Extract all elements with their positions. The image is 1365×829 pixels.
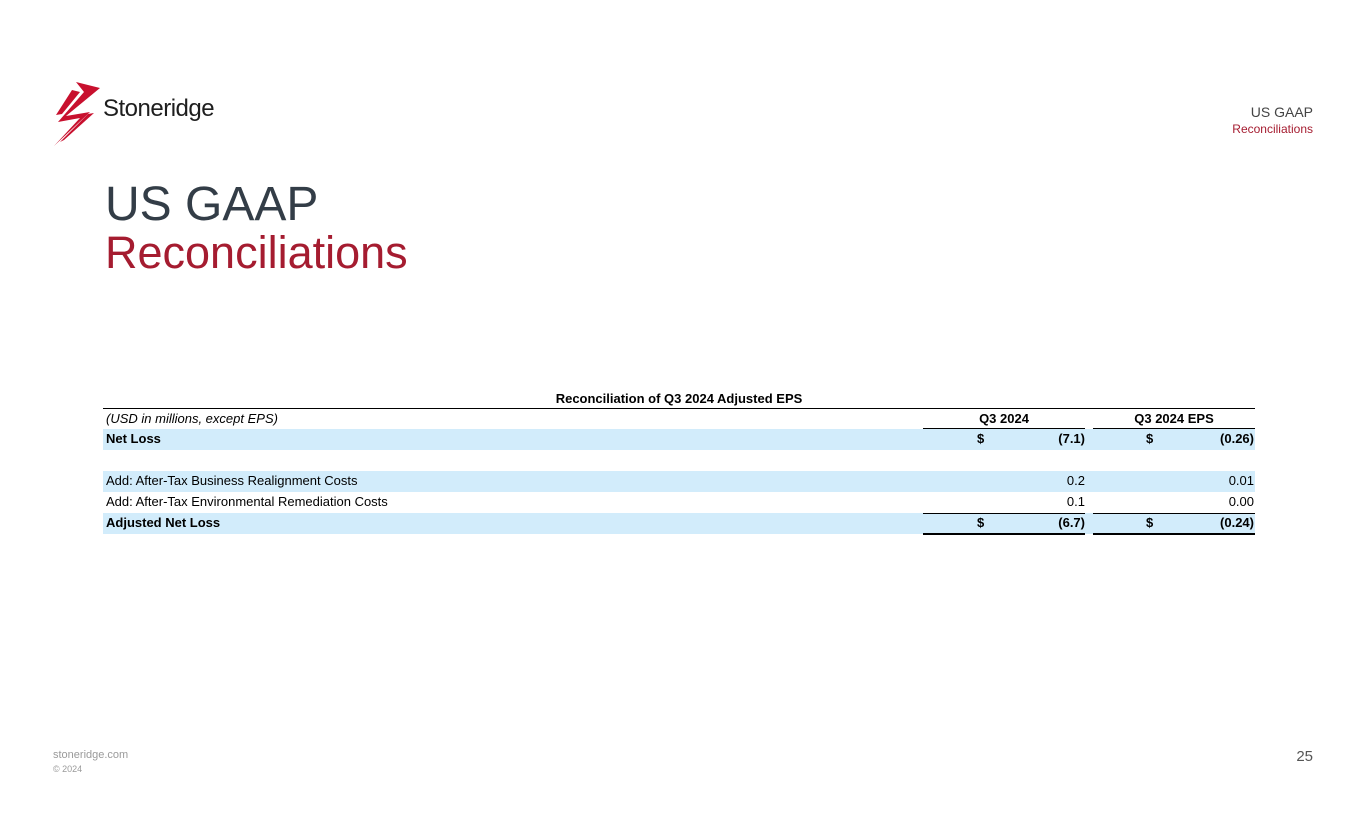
table-header-row: (USD in millions, except EPS) Q3 2024 Q3…	[103, 408, 1255, 429]
reconciliation-table: Reconciliation of Q3 2024 Adjusted EPS (…	[103, 389, 1255, 535]
table-row: Net Loss $ (7.1) $ (0.26)	[103, 429, 1255, 450]
value-eps: (0.24)	[1220, 515, 1254, 530]
page-title-line1: US GAAP	[105, 178, 319, 231]
footer-copyright: © 2024	[53, 764, 83, 774]
value-eps: 0.01	[1228, 473, 1254, 488]
value-q3: 0.1	[1066, 494, 1085, 509]
value-q3: (6.7)	[1058, 515, 1085, 530]
header-col-q3: Q3 2024	[923, 409, 1085, 429]
page-number: 25	[1296, 748, 1313, 765]
section-title: US GAAP	[1250, 104, 1313, 120]
table-row-spacer	[103, 450, 1255, 471]
row-label: Adjusted Net Loss	[106, 515, 221, 530]
stoneridge-swoosh-icon	[54, 82, 100, 146]
value-eps: (0.26)	[1220, 431, 1254, 446]
page-title: US GAAP Reconciliations	[105, 180, 408, 276]
currency-symbol: $	[977, 515, 985, 530]
currency-symbol: $	[1146, 515, 1154, 530]
footer-site-link[interactable]: stoneridge.com	[53, 749, 129, 761]
table-row-total: Adjusted Net Loss $ (6.7) $ (0.24)	[103, 513, 1255, 535]
row-label: Add: After-Tax Business Realignment Cost…	[106, 473, 358, 488]
row-label: Net Loss	[106, 431, 161, 446]
total-rule	[1093, 533, 1255, 535]
row-label: Add: After-Tax Environmental Remediation…	[106, 494, 388, 509]
stoneridge-logo: Stoneridge	[50, 78, 220, 150]
section-indicator: US GAAP Reconciliations	[1232, 103, 1313, 137]
value-q3: 0.2	[1066, 473, 1085, 488]
subtotal-rule	[923, 513, 1085, 514]
table-row: Add: After-Tax Business Realignment Cost…	[103, 471, 1255, 492]
value-q3: (7.1)	[1058, 431, 1085, 446]
logo-wordmark: Stoneridge	[103, 95, 215, 122]
section-subtitle: Reconciliations	[1232, 122, 1313, 136]
currency-symbol: $	[977, 431, 985, 446]
subtotal-rule	[1093, 513, 1255, 514]
header-label: (USD in millions, except EPS)	[106, 411, 278, 426]
page-title-line2: Reconciliations	[105, 227, 408, 278]
header-col-eps: Q3 2024 EPS	[1093, 409, 1255, 429]
table-title: Reconciliation of Q3 2024 Adjusted EPS	[555, 391, 803, 406]
value-eps: 0.00	[1228, 494, 1254, 509]
table-row: Add: After-Tax Environmental Remediation…	[103, 492, 1255, 513]
total-rule	[923, 533, 1085, 535]
currency-symbol: $	[1146, 431, 1154, 446]
